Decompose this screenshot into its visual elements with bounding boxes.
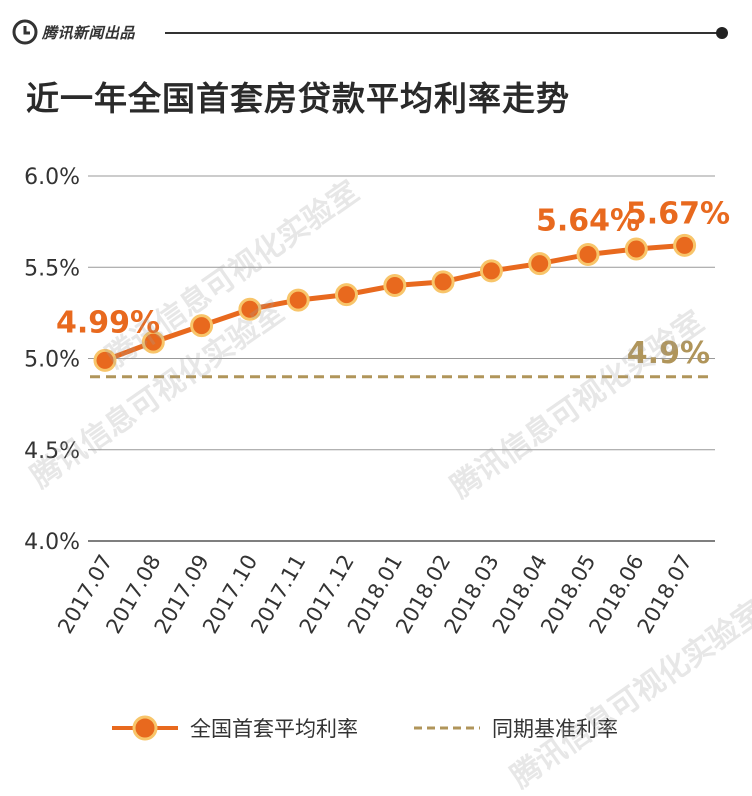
data-label: 5.67% <box>626 196 730 231</box>
y-tick-label: 4.0% <box>24 530 80 555</box>
legend-marker-line-dot-icon <box>112 715 178 741</box>
legend-item-average-rate: 全国首套平均利率 <box>110 706 358 750</box>
legend: 全国首套平均利率 同期基准利率 <box>0 706 752 750</box>
data-point <box>93 348 117 372</box>
y-tick-label: 5.0% <box>24 348 80 373</box>
data-label: 5.64% <box>536 203 640 238</box>
brand-text: 腾讯新闻出品 <box>42 23 136 42</box>
y-tick-label: 5.5% <box>24 256 80 281</box>
data-point <box>335 283 358 307</box>
legend-marker-dashed-line-icon <box>414 726 480 730</box>
data-point <box>624 237 648 261</box>
series-line-average-rate <box>104 242 685 363</box>
chart-title: 近一年全国首套房贷款平均利率走势 <box>26 79 570 118</box>
legend-label-benchmark-rate: 同期基准利率 <box>492 717 618 741</box>
data-point <box>141 330 165 354</box>
y-tick-label: 4.5% <box>24 439 80 464</box>
data-point <box>238 297 262 321</box>
header-rule <box>165 32 720 34</box>
data-point <box>190 314 214 338</box>
data-point <box>383 274 407 297</box>
legend-label-average-rate: 全国首套平均利率 <box>190 717 358 741</box>
data-point <box>576 242 600 266</box>
header-rule-dot <box>716 27 728 39</box>
tencent-news-logo-icon <box>12 19 38 45</box>
data-point <box>673 233 697 257</box>
data-point <box>286 288 310 312</box>
data-label: 4.99% <box>56 305 160 340</box>
data-label: 4.9% <box>627 336 710 371</box>
brand-logo-group: 腾讯新闻出品 <box>12 14 135 50</box>
legend-item-benchmark-rate: 同期基准利率 <box>412 706 618 750</box>
data-point <box>528 252 552 276</box>
data-point <box>479 259 503 283</box>
data-point <box>431 270 455 294</box>
y-tick-label: 6.0% <box>24 165 80 190</box>
